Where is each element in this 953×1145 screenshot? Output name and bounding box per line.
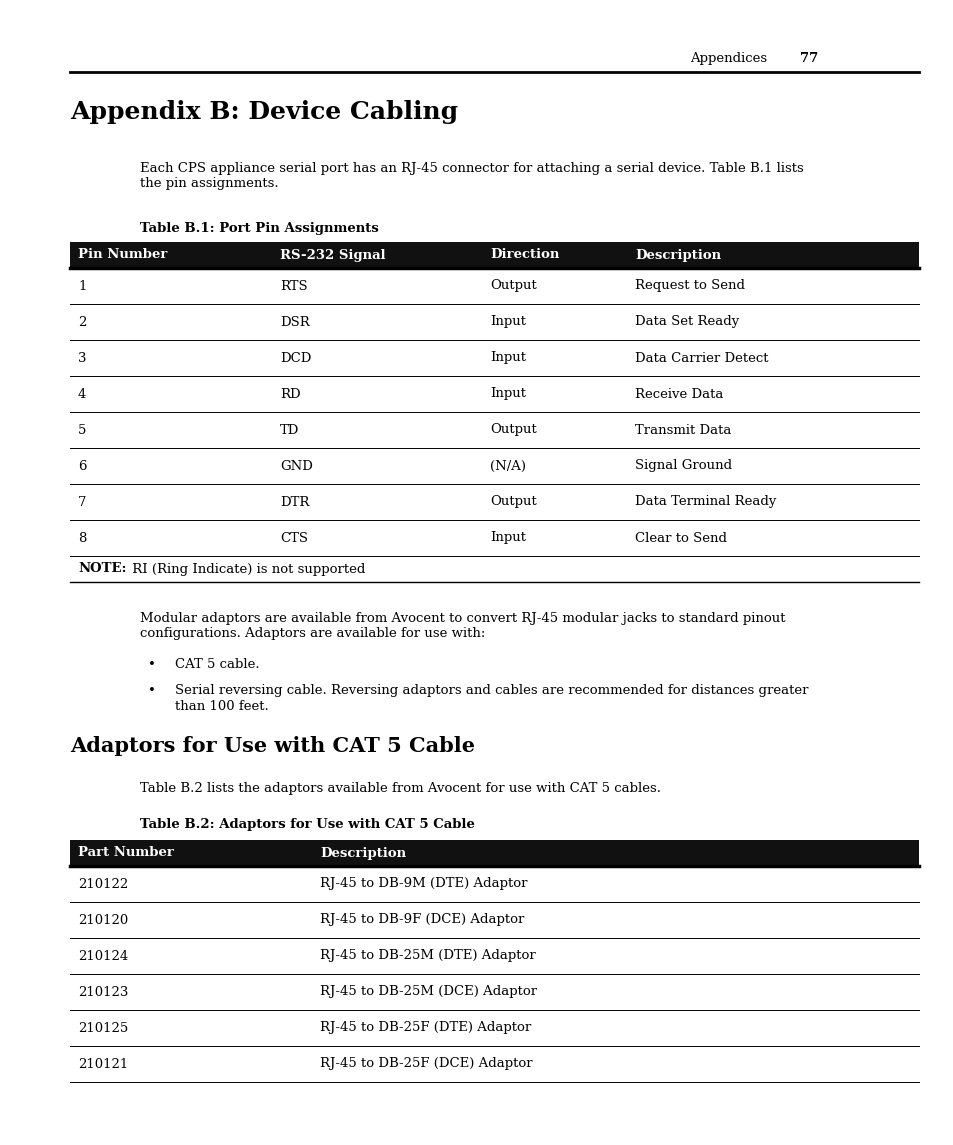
Text: Input: Input [490, 531, 525, 545]
Text: CAT 5 cable.: CAT 5 cable. [174, 658, 259, 671]
Text: Output: Output [490, 424, 537, 436]
Text: 8: 8 [78, 531, 87, 545]
Text: 4: 4 [78, 387, 87, 401]
Text: Description: Description [319, 846, 406, 860]
Text: DSR: DSR [280, 316, 310, 329]
Text: Clear to Send: Clear to Send [635, 531, 726, 545]
Text: RJ-45 to DB-25F (DCE) Adaptor: RJ-45 to DB-25F (DCE) Adaptor [319, 1058, 532, 1071]
Text: 3: 3 [78, 352, 87, 364]
Text: Adaptors for Use with CAT 5 Cable: Adaptors for Use with CAT 5 Cable [70, 736, 475, 756]
Text: TD: TD [280, 424, 299, 436]
Text: 210125: 210125 [78, 1021, 128, 1034]
Text: Each CPS appliance serial port has an RJ-45 connector for attaching a serial dev: Each CPS appliance serial port has an RJ… [140, 161, 803, 190]
Text: Table B.2 lists the adaptors available from Avocent for use with CAT 5 cables.: Table B.2 lists the adaptors available f… [140, 782, 660, 795]
Text: 5: 5 [78, 424, 87, 436]
Text: 210120: 210120 [78, 914, 128, 926]
Text: 210123: 210123 [78, 986, 129, 998]
Text: DTR: DTR [280, 496, 309, 508]
Text: RJ-45 to DB-9M (DTE) Adaptor: RJ-45 to DB-9M (DTE) Adaptor [319, 877, 527, 891]
Text: Pin Number: Pin Number [78, 248, 167, 261]
Text: CTS: CTS [280, 531, 308, 545]
Text: Transmit Data: Transmit Data [635, 424, 731, 436]
Text: 210124: 210124 [78, 949, 128, 963]
Text: Table B.1: Port Pin Assignments: Table B.1: Port Pin Assignments [140, 222, 378, 235]
Bar [70, 242, 918, 268]
Text: than 100 feet.: than 100 feet. [174, 700, 269, 713]
Text: Appendix B: Device Cabling: Appendix B: Device Cabling [70, 100, 457, 124]
Text: DCD: DCD [280, 352, 311, 364]
Text: Output: Output [490, 496, 537, 508]
Text: Table B.2: Adaptors for Use with CAT 5 Cable: Table B.2: Adaptors for Use with CAT 5 C… [140, 818, 475, 831]
Text: Data Terminal Ready: Data Terminal Ready [635, 496, 776, 508]
Text: RJ-45 to DB-25M (DCE) Adaptor: RJ-45 to DB-25M (DCE) Adaptor [319, 986, 537, 998]
Text: 2: 2 [78, 316, 87, 329]
Text: Part Number: Part Number [78, 846, 173, 860]
Text: Serial reversing cable. Reversing adaptors and cables are recommended for distan: Serial reversing cable. Reversing adapto… [174, 684, 807, 697]
Text: RJ-45 to DB-9F (DCE) Adaptor: RJ-45 to DB-9F (DCE) Adaptor [319, 914, 524, 926]
Bar [70, 840, 918, 866]
Text: 7: 7 [78, 496, 87, 508]
Text: Input: Input [490, 352, 525, 364]
Text: Receive Data: Receive Data [635, 387, 722, 401]
Text: Output: Output [490, 279, 537, 292]
Text: Appendices: Appendices [689, 52, 766, 65]
Text: 210122: 210122 [78, 877, 128, 891]
Text: Input: Input [490, 316, 525, 329]
Text: Input: Input [490, 387, 525, 401]
Text: Request to Send: Request to Send [635, 279, 744, 292]
Text: 1: 1 [78, 279, 87, 292]
Text: Modular adaptors are available from Avocent to convert RJ-45 modular jacks to st: Modular adaptors are available from Avoc… [140, 611, 784, 640]
Text: RD: RD [280, 387, 300, 401]
Text: RJ-45 to DB-25F (DTE) Adaptor: RJ-45 to DB-25F (DTE) Adaptor [319, 1021, 531, 1034]
Text: RJ-45 to DB-25M (DTE) Adaptor: RJ-45 to DB-25M (DTE) Adaptor [319, 949, 536, 963]
Text: RI (Ring Indicate) is not supported: RI (Ring Indicate) is not supported [128, 562, 365, 576]
Text: RS-232 Signal: RS-232 Signal [280, 248, 385, 261]
Text: Direction: Direction [490, 248, 558, 261]
Text: Description: Description [635, 248, 720, 261]
Text: •: • [148, 658, 155, 671]
Text: 210121: 210121 [78, 1058, 128, 1071]
Text: RTS: RTS [280, 279, 307, 292]
Text: 77: 77 [800, 52, 818, 65]
Text: Data Carrier Detect: Data Carrier Detect [635, 352, 768, 364]
Text: •: • [148, 684, 155, 697]
Text: Data Set Ready: Data Set Ready [635, 316, 739, 329]
Text: (N/A): (N/A) [490, 459, 525, 473]
Text: GND: GND [280, 459, 313, 473]
Text: 6: 6 [78, 459, 87, 473]
Text: NOTE:: NOTE: [78, 562, 127, 576]
Text: Signal Ground: Signal Ground [635, 459, 731, 473]
